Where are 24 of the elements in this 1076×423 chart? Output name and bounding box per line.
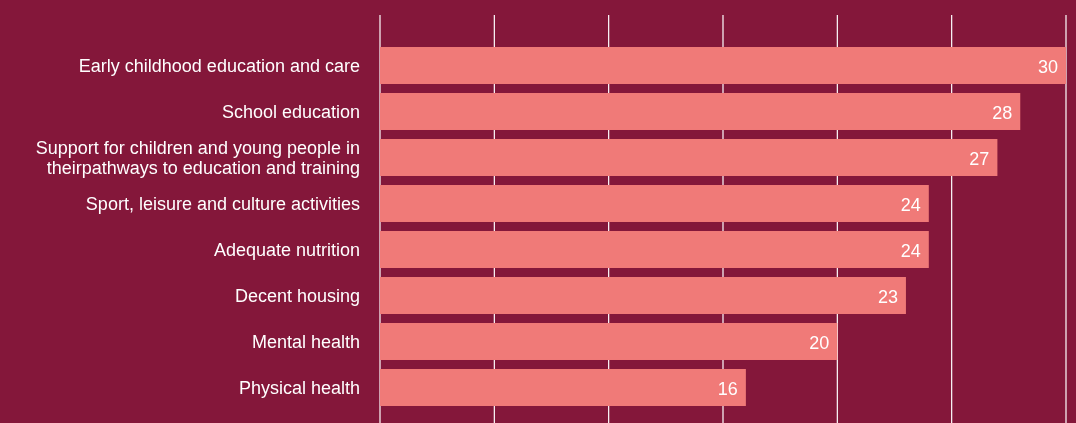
y-tick-label: Adequate nutrition (213, 239, 360, 260)
bar (380, 277, 906, 314)
y-tick-label: Decent housing (234, 285, 360, 306)
bar (380, 231, 929, 268)
bar (380, 93, 1021, 130)
y-tick-label: Early childhood education and care (78, 55, 360, 76)
data-label: 23 (877, 286, 898, 307)
y-tick-label: School education (221, 101, 360, 122)
bar (380, 369, 746, 406)
data-label: 28 (992, 102, 1013, 123)
bar (380, 139, 998, 176)
data-label: 30 (1037, 56, 1058, 77)
bar (380, 185, 929, 222)
y-tick-label: Sport, leisure and culture activities (85, 193, 360, 214)
data-label: 16 (717, 378, 738, 399)
y-tick-label: Mental health (251, 331, 360, 352)
y-tick-label: Physical health (238, 377, 360, 398)
data-label: 24 (900, 240, 921, 261)
data-label: 20 (809, 332, 830, 353)
data-label: 24 (900, 194, 921, 215)
bar (380, 323, 838, 360)
data-label: 27 (969, 148, 990, 169)
bar (380, 47, 1066, 84)
y-tick-label: Support for children and young people in theirpathways to education and training (35, 137, 360, 178)
